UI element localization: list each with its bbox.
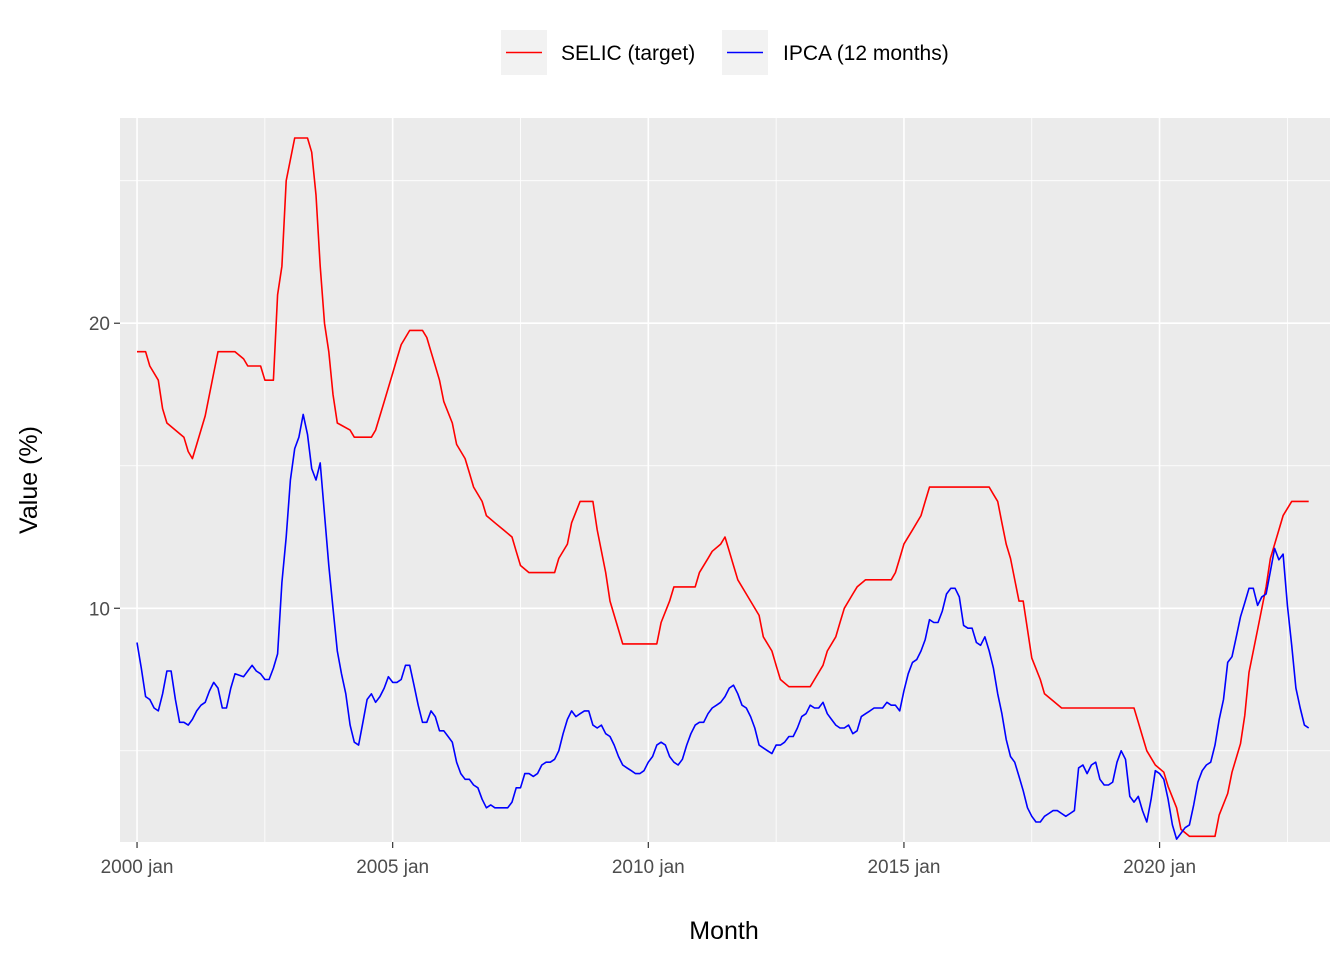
legend-label-ipca: IPCA (12 months) (783, 42, 949, 65)
y-tick-label: 10 (89, 599, 110, 620)
series-line-ipca (136, 413, 1310, 840)
x-axis-title: Month (689, 917, 758, 945)
y-axis-title: Value (%) (15, 426, 43, 534)
series-layer (136, 137, 1310, 840)
axis-ticks: 2000 jan 2005 jan 2010 jan 2015 jan 2020 jan… (89, 314, 1196, 878)
x-tick-label: 2005 jan (356, 857, 429, 878)
series-line-selic (137, 137, 1309, 838)
legend-label-selic: SELIC (target) (561, 42, 695, 65)
x-tick-label: 2020 jan (1123, 857, 1196, 878)
legend: SELIC (target) IPCA (12 months) (501, 30, 949, 75)
y-tick-label: 20 (89, 314, 110, 335)
x-tick-label: 2015 jan (867, 857, 940, 878)
plot-panel (120, 118, 1330, 842)
gridlines (120, 118, 1330, 842)
x-tick-label: 2000 jan (101, 857, 174, 878)
x-tick-label: 2010 jan (612, 857, 685, 878)
